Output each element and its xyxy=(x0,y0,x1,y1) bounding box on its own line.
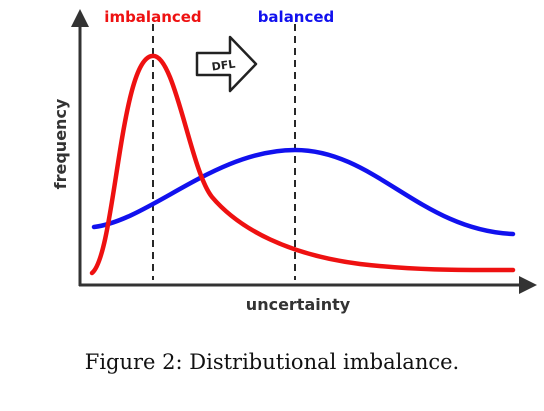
dfl-arrow-label: DFL xyxy=(211,57,236,73)
balanced-label: balanced xyxy=(258,8,335,26)
series-balanced-line xyxy=(91,147,516,237)
figure-caption: Figure 2: Distributional imbalance. xyxy=(84,350,460,374)
imbalanced-label: imbalanced xyxy=(104,8,201,26)
y-axis-label: frequency xyxy=(51,98,70,189)
x-axis-label: uncertainty xyxy=(246,295,351,314)
dfl-arrow-shape xyxy=(195,35,258,93)
series-imbalanced-line xyxy=(89,53,516,276)
